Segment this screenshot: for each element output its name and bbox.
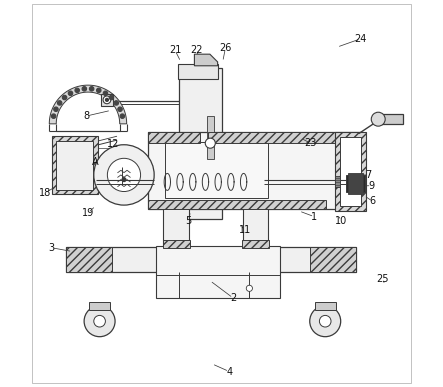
Bar (208, 132, 363, 143)
Circle shape (94, 145, 154, 205)
Text: 19: 19 (82, 208, 94, 218)
Circle shape (114, 101, 119, 105)
Bar (148, 132, 363, 209)
Text: 23: 23 (304, 138, 317, 148)
Circle shape (51, 114, 56, 118)
Bar (376, 114, 404, 124)
Text: 24: 24 (355, 34, 367, 44)
Text: 5: 5 (186, 216, 192, 226)
Circle shape (246, 285, 253, 291)
Text: A: A (93, 157, 99, 167)
Text: 9: 9 (369, 181, 375, 191)
Bar (89, 302, 110, 310)
Bar (315, 302, 336, 310)
Polygon shape (49, 85, 127, 124)
Circle shape (103, 96, 111, 104)
Bar (155, 246, 280, 298)
Circle shape (103, 91, 108, 96)
Text: 10: 10 (335, 216, 348, 226)
Text: 18: 18 (39, 188, 51, 198)
Circle shape (107, 158, 140, 192)
Circle shape (205, 138, 215, 148)
Circle shape (319, 315, 331, 327)
Bar (346, 175, 365, 192)
Text: 26: 26 (219, 43, 232, 53)
Circle shape (62, 95, 67, 100)
Circle shape (82, 87, 86, 91)
Circle shape (120, 114, 124, 118)
Circle shape (58, 101, 62, 105)
Text: 3: 3 (48, 243, 54, 253)
Text: 4: 4 (226, 366, 232, 377)
Text: 25: 25 (376, 274, 389, 284)
Bar (101, 94, 113, 106)
Bar (349, 173, 363, 194)
Bar (148, 132, 200, 143)
Text: 7: 7 (365, 170, 372, 180)
Bar (165, 142, 268, 198)
Bar (335, 132, 366, 211)
Text: 1: 1 (311, 212, 318, 222)
Circle shape (97, 88, 101, 92)
Circle shape (94, 315, 105, 327)
Circle shape (310, 306, 341, 337)
Bar (207, 116, 214, 159)
Text: 6: 6 (369, 196, 376, 206)
Text: 21: 21 (169, 45, 181, 55)
Bar (66, 247, 356, 272)
Bar (148, 200, 326, 209)
Bar (56, 141, 93, 190)
Circle shape (105, 98, 109, 101)
Bar (52, 136, 97, 194)
Polygon shape (194, 54, 218, 66)
Text: 2: 2 (230, 293, 236, 303)
Circle shape (371, 112, 385, 126)
Text: 11: 11 (239, 225, 251, 235)
Circle shape (68, 91, 73, 96)
Bar (179, 68, 222, 219)
Bar (163, 205, 189, 248)
Circle shape (122, 178, 126, 182)
Text: 22: 22 (190, 45, 202, 55)
Bar (335, 176, 340, 187)
Text: 12: 12 (107, 139, 119, 149)
Circle shape (75, 88, 79, 92)
Circle shape (109, 95, 114, 100)
Text: 8: 8 (83, 111, 89, 121)
Bar (243, 205, 268, 248)
Bar (178, 64, 218, 79)
Bar (242, 240, 269, 248)
Bar (163, 240, 190, 248)
Circle shape (54, 107, 58, 111)
Bar (310, 247, 356, 272)
Circle shape (89, 87, 94, 91)
Bar (66, 247, 113, 272)
Circle shape (118, 107, 122, 111)
Bar (340, 137, 361, 206)
Circle shape (84, 306, 115, 337)
